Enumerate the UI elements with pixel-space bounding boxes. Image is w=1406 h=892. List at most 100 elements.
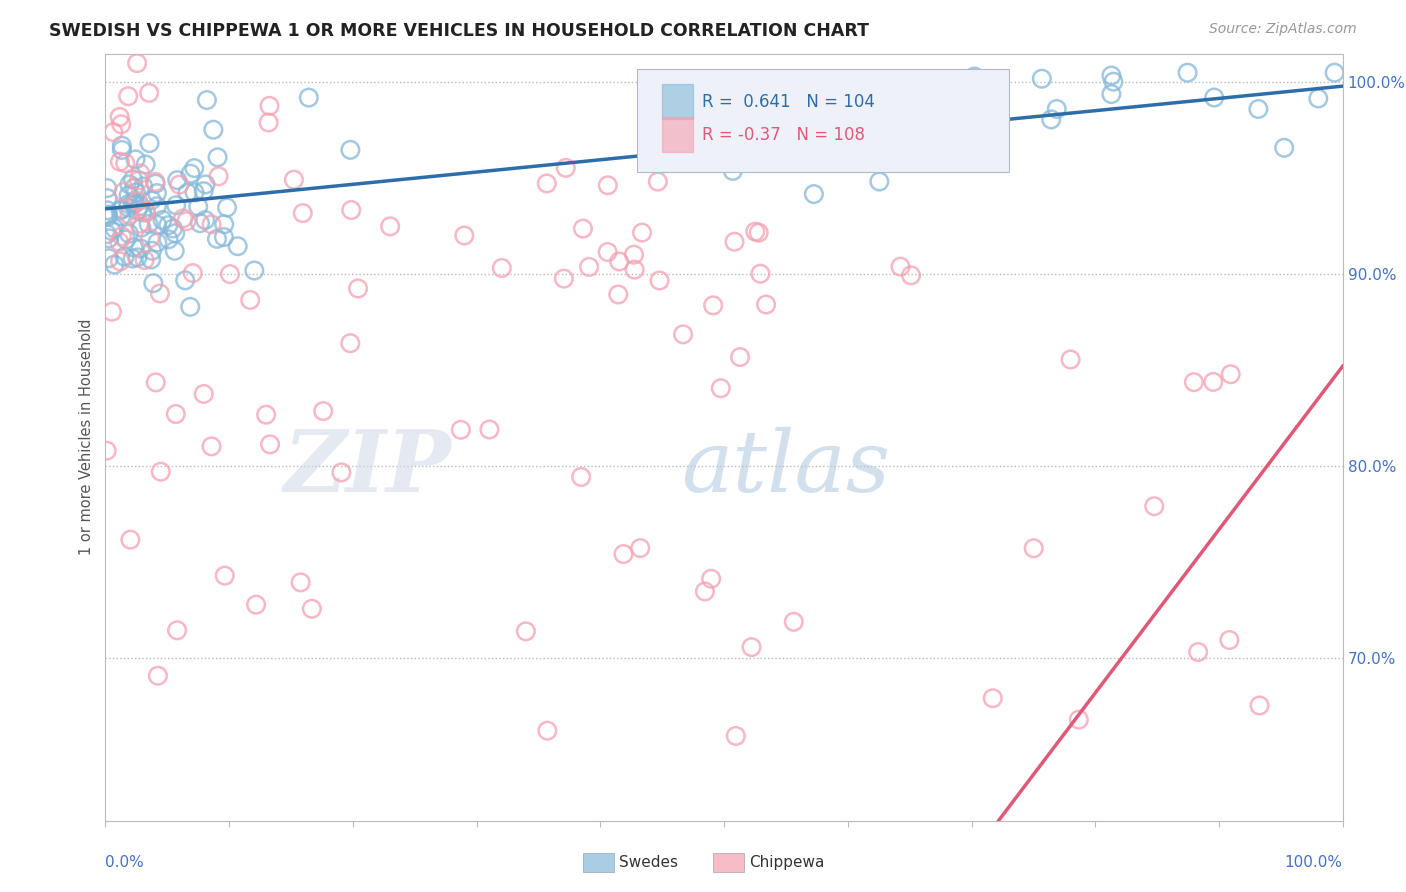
Point <box>132 179 155 194</box>
Point <box>347 281 370 295</box>
Point <box>596 178 619 193</box>
Point <box>187 200 209 214</box>
Point <box>174 273 197 287</box>
Point <box>122 172 145 186</box>
Text: ZIP: ZIP <box>284 426 451 509</box>
Point <box>200 439 222 453</box>
Point <box>301 602 323 616</box>
Point <box>647 175 669 189</box>
Point <box>176 214 198 228</box>
Point <box>693 584 716 599</box>
Point <box>121 252 143 266</box>
Point <box>143 175 166 189</box>
Point <box>135 205 157 219</box>
Point <box>172 211 194 226</box>
Point <box>1218 633 1240 648</box>
Point <box>110 203 132 218</box>
Point <box>129 242 152 256</box>
Point <box>1046 102 1069 116</box>
Point <box>117 188 139 202</box>
Point <box>202 122 225 136</box>
Point <box>963 70 986 84</box>
Point <box>127 251 149 265</box>
Point <box>259 437 281 451</box>
Point <box>169 178 191 192</box>
Point <box>254 408 277 422</box>
Point <box>1143 499 1166 513</box>
Point <box>741 640 763 654</box>
Point <box>163 244 186 258</box>
Point <box>183 161 205 175</box>
Point <box>339 143 361 157</box>
Text: atlas: atlas <box>682 426 890 509</box>
Point <box>139 252 162 267</box>
Text: 100.0%: 100.0% <box>1285 855 1343 871</box>
Point <box>97 208 120 222</box>
Point <box>215 201 238 215</box>
Point <box>180 167 202 181</box>
Point <box>214 568 236 582</box>
Point <box>905 152 928 166</box>
Point <box>176 186 198 200</box>
Point <box>607 254 630 268</box>
Point <box>108 235 131 249</box>
Point <box>121 196 143 211</box>
Point <box>1040 112 1063 127</box>
Point <box>103 125 125 139</box>
Point <box>723 235 745 249</box>
FancyBboxPatch shape <box>637 69 1008 172</box>
Point <box>312 404 335 418</box>
Point <box>700 572 723 586</box>
Text: Source: ZipAtlas.com: Source: ZipAtlas.com <box>1209 22 1357 37</box>
Point <box>98 231 121 245</box>
Point <box>554 161 576 175</box>
Point <box>127 194 149 208</box>
Point <box>142 277 165 291</box>
Point <box>671 130 693 145</box>
Point <box>340 202 363 217</box>
Point <box>1059 352 1081 367</box>
Point <box>157 218 180 232</box>
Point <box>96 191 118 205</box>
Text: Chippewa: Chippewa <box>749 855 825 870</box>
Point <box>179 300 201 314</box>
Point <box>1099 69 1122 83</box>
Point <box>1272 141 1295 155</box>
Point <box>183 186 205 200</box>
Point <box>149 465 172 479</box>
Point <box>111 202 134 216</box>
Point <box>141 244 163 258</box>
Point <box>120 533 142 547</box>
Point <box>453 228 475 243</box>
Point <box>245 598 267 612</box>
Point <box>138 136 160 150</box>
Point <box>146 218 169 232</box>
FancyBboxPatch shape <box>662 117 693 152</box>
Point <box>200 217 222 231</box>
Point <box>122 240 145 254</box>
Point <box>243 263 266 277</box>
Point <box>1187 645 1209 659</box>
Point <box>166 624 188 638</box>
Point <box>96 443 118 458</box>
Point <box>1219 368 1241 382</box>
Point <box>290 575 312 590</box>
Point <box>145 177 167 191</box>
Text: R =  0.641   N = 104: R = 0.641 N = 104 <box>702 93 875 111</box>
Point <box>135 204 157 219</box>
FancyBboxPatch shape <box>662 84 693 119</box>
Point <box>165 198 187 212</box>
Point <box>339 336 361 351</box>
Point <box>724 729 747 743</box>
Point <box>515 624 537 639</box>
Point <box>165 407 187 421</box>
Point <box>817 113 839 128</box>
Point <box>298 90 321 104</box>
Point <box>450 423 472 437</box>
Point <box>193 184 215 198</box>
Point <box>101 304 124 318</box>
Point <box>572 221 595 235</box>
Point <box>166 173 188 187</box>
Point <box>146 199 169 213</box>
Y-axis label: 1 or more Vehicles in Household: 1 or more Vehicles in Household <box>79 318 94 556</box>
